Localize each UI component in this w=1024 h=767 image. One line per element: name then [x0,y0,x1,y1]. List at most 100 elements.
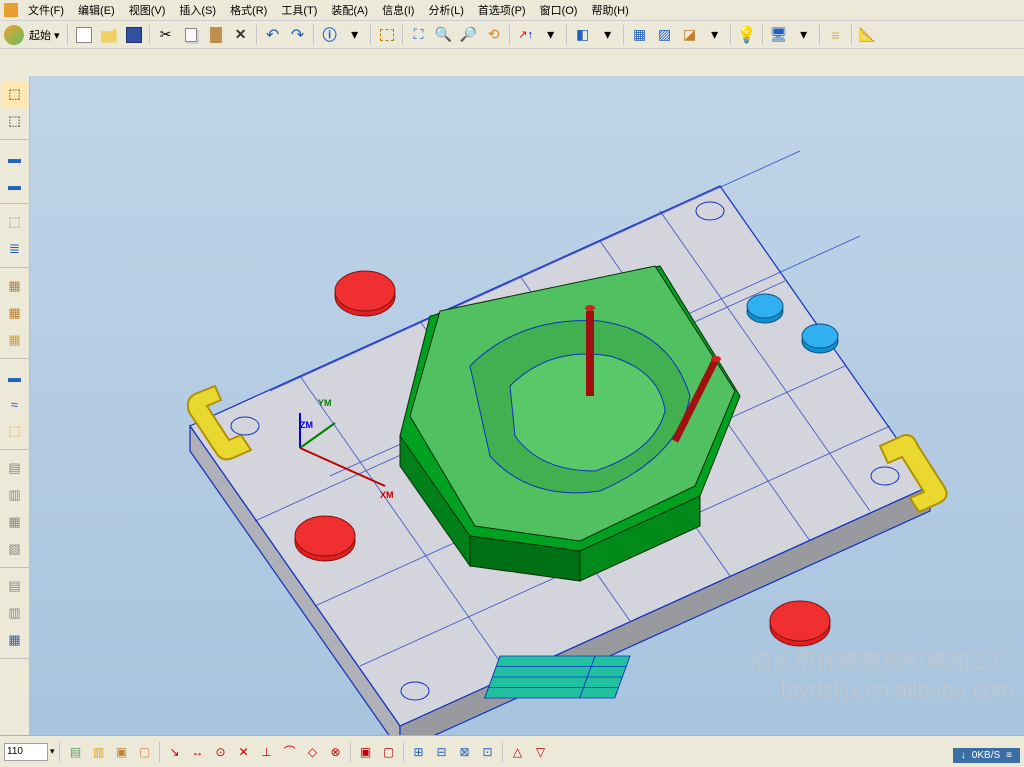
display-button[interactable]: 🖥 [767,23,791,47]
pal-btn-10[interactable]: ▬ [2,364,28,390]
chevron-down-icon: ▾ [711,26,718,43]
sb-opt-2[interactable]: ⊟ [431,741,453,763]
menu-format[interactable]: 格式(R) [224,0,273,20]
save-button[interactable] [122,23,146,47]
delete-button[interactable]: ✕ [229,23,253,47]
menu-file[interactable]: 文件(F) [22,0,70,20]
opt2-icon: ⊟ [437,745,447,759]
new-button[interactable] [72,23,96,47]
menu-analysis[interactable]: 分析(L) [422,0,469,20]
sb-snap-5[interactable]: ⊥ [256,741,278,763]
y-axis-label: YM [318,398,332,408]
pal-btn-16[interactable]: ▧ [2,536,28,562]
menu-window[interactable]: 窗口(O) [534,0,584,20]
wireframe-button[interactable]: ▦ [628,23,652,47]
pal-btn-19[interactable]: ▦ [2,627,28,653]
sel-rect-button[interactable] [375,23,399,47]
menu-view[interactable]: 视图(V) [123,0,172,20]
sb-region-2[interactable]: ▢ [378,741,400,763]
menu-help[interactable]: 帮助(H) [585,0,634,20]
info-button[interactable]: ⓘ [318,23,342,47]
sb-opt-1[interactable]: ⊞ [408,741,430,763]
menu-edit[interactable]: 编辑(E) [72,0,121,20]
z-axis-label: ZM [300,420,313,430]
menu-insert[interactable]: 插入(S) [173,0,222,20]
sb-snap-1[interactable]: ↘ [164,741,186,763]
main-area: ⬚ ⬚ ▬ ▬ ⬚ ≣ ▦ ▦ ▦ ▬ ≈ ⬚ ▤ ▥ ▦ ▧ ▤ ▥ [0,76,1024,735]
pal-btn-6[interactable]: ≣ [2,236,28,262]
undo-button[interactable]: ↶ [261,23,285,47]
menu-assembly[interactable]: 装配(A) [325,0,374,20]
copy-button[interactable] [179,23,203,47]
pal-btn-18[interactable]: ▥ [2,600,28,626]
start-button[interactable]: 起始 ▾ [29,27,60,43]
pal-btn-7[interactable]: ▦ [2,273,28,299]
sb-btn-2[interactable]: ▥ [88,741,110,763]
dropdown-1[interactable]: ▾ [343,23,367,47]
zoom-window-button[interactable]: 🔍 [432,23,456,47]
sb-snap-6[interactable]: ⌒ [279,741,301,763]
pal-btn-3[interactable]: ▬ [2,145,28,171]
sb-btn-1[interactable]: ▤ [65,741,87,763]
pal-btn-8[interactable]: ▦ [2,300,28,326]
open-button[interactable] [97,23,121,47]
shade-button[interactable]: ◧ [571,23,595,47]
zoom-icon: 🔎 [460,26,477,43]
layer-button[interactable]: ≡ [824,23,848,47]
toolbar-secondary [0,48,1024,76]
csys-button[interactable]: ↗↑ [514,23,538,47]
measure-button[interactable]: 📐 [856,23,880,47]
shaded-button[interactable]: ◪ [678,23,702,47]
sb-snap-4[interactable]: ✕ [233,741,255,763]
dropdown-5[interactable]: ▾ [792,23,816,47]
zoom-button[interactable]: 🔎 [457,23,481,47]
sb-snap-3[interactable]: ⊙ [210,741,232,763]
viewport-3d[interactable]: ZM YM XM 泊头市优德数控机械加工厂 btydskjx.cn.alibab… [30,76,1024,735]
pal-btn-4[interactable]: ▬ [2,172,28,198]
sb-region-1[interactable]: ▣ [355,741,377,763]
pal-btn-1[interactable]: ⬚ [2,81,28,107]
status-bar: ▾ ▤ ▥ ▣ ▢ ↘ ↔ ⊙ ✕ ⊥ ⌒ ◇ ⊗ ▣ ▢ ⊞ ⊟ ⊠ ⊡ △ … [0,735,1024,767]
sel-rect-icon [380,29,394,41]
toolbar-main: 起始 ▾ ✂ ✕ ↶ ↷ ⓘ ▾ ⛶ 🔍 🔎 ⟲ ↗↑ ▾ ◧ ▾ ▦ ▨ ◪ … [0,20,1024,48]
dropdown-2[interactable]: ▾ [539,23,563,47]
cut-icon: ✂ [160,26,172,43]
sb-snap-7[interactable]: ◇ [302,741,324,763]
pal-btn-9[interactable]: ▦ [2,327,28,353]
light-button[interactable]: 💡 [735,23,759,47]
sb-tri-2[interactable]: ▽ [530,741,552,763]
pal-btn-2[interactable]: ⬚ [2,108,28,134]
dropdown-3[interactable]: ▾ [596,23,620,47]
box2-icon: ▢ [139,745,150,759]
sb-tri-1[interactable]: △ [507,741,529,763]
snap-int-icon: ✕ [239,745,249,759]
pal-btn-5[interactable]: ⬚ [2,209,28,235]
menu-tools[interactable]: 工具(T) [275,0,323,20]
rotate-button[interactable]: ⟲ [482,23,506,47]
fit-button[interactable]: ⛶ [407,23,431,47]
sb-opt-4[interactable]: ⊡ [477,741,499,763]
opt3-icon: ⊠ [460,745,470,759]
pal-btn-17[interactable]: ▤ [2,573,28,599]
menu-preferences[interactable]: 首选项(P) [472,0,532,20]
sb-btn-4[interactable]: ▢ [134,741,156,763]
pal-btn-13[interactable]: ▤ [2,455,28,481]
redo-button[interactable]: ↷ [286,23,310,47]
pal-btn-14[interactable]: ▥ [2,482,28,508]
dropdown-4[interactable]: ▾ [703,23,727,47]
sb-snap-2[interactable]: ↔ [187,741,209,763]
status-input[interactable] [4,743,48,761]
menu-info[interactable]: 信息(I) [376,0,420,20]
hidden-button[interactable]: ▨ [653,23,677,47]
sb-snap-8[interactable]: ⊗ [325,741,347,763]
pal-btn-12[interactable]: ⬚ [2,418,28,444]
paste-button[interactable] [204,23,228,47]
cube-icon: ◧ [576,26,589,43]
cut-button[interactable]: ✂ [154,23,178,47]
pal-btn-11[interactable]: ≈ [2,391,28,417]
sb-btn-3[interactable]: ▣ [111,741,133,763]
download-arrow-icon: ↓ [961,750,966,761]
pal-btn-15[interactable]: ▦ [2,509,28,535]
sb-opt-3[interactable]: ⊠ [454,741,476,763]
opt1-icon: ⊞ [414,745,424,759]
